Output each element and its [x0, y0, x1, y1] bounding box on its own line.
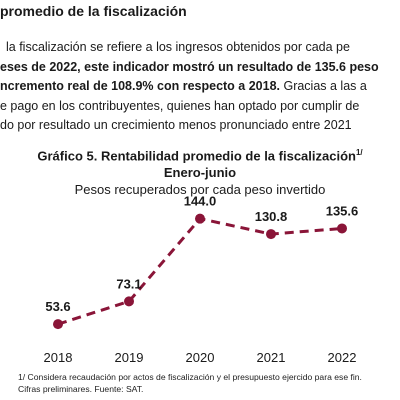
- chart-title: Gráfico 5. Rentabilidad promedio de la f…: [0, 148, 400, 163]
- series-line: [57, 217, 343, 326]
- data-label-2019: 73.1: [116, 276, 141, 291]
- footnote-1: 1/ Considera recaudación por actos de fi…: [18, 372, 362, 382]
- data-point-2022: [337, 223, 347, 234]
- data-label-2022: 135.6: [326, 203, 359, 218]
- chart-subtitle: Pesos recuperados por cada peso invertid…: [74, 182, 326, 197]
- footnote-2: Cifras preliminares. Fuente: SAT.: [18, 383, 144, 394]
- data-point-2020: [195, 213, 205, 224]
- paragraph-line-5: do por resultado un crecimiento menos pr…: [0, 118, 352, 132]
- paragraph-line-4: e pago en los contribuyentes, quienes ha…: [0, 98, 360, 113]
- paragraph-line-3: ncremento real de 108.9% con respecto a …: [0, 77, 400, 97]
- x-tick-label-2018: 2018: [44, 350, 73, 365]
- body-paragraph: la fiscalización se refiere a los ingres…: [0, 38, 400, 136]
- x-tick-label-2021: 2021: [257, 350, 286, 365]
- x-tick-label-2019: 2019: [115, 350, 144, 365]
- paragraph-line-2: eses de 2022, este indicador mostró un r…: [0, 59, 379, 74]
- data-point-2019: [124, 296, 134, 307]
- chart-title-text: Gráfico 5. Rentabilidad promedio de la f…: [37, 148, 356, 164]
- paragraph-line-3-rest: Gracias a las a: [280, 79, 367, 93]
- x-tick-label-2022: 2022: [328, 350, 357, 365]
- data-point-2021: [266, 229, 276, 240]
- chart-footnotes: 1/ Considera recaudación por actos de fi…: [18, 372, 362, 395]
- data-point-2018: [53, 319, 63, 330]
- chart-title-footnote-mark: 1/: [355, 148, 363, 157]
- data-label-2021: 130.8: [255, 209, 288, 224]
- section-heading: promedio de la fiscalización: [0, 3, 187, 19]
- data-label-2018: 53.6: [45, 299, 70, 314]
- chart-period: Enero-junio: [163, 165, 237, 180]
- x-tick-label-2020: 2020: [186, 350, 215, 365]
- data-label-2020: 144.0: [184, 194, 217, 209]
- paragraph-line-3-bold: ncremento real de 108.9% con respecto a …: [0, 79, 280, 93]
- paragraph-line-1: la fiscalización se refiere a los ingres…: [6, 40, 350, 54]
